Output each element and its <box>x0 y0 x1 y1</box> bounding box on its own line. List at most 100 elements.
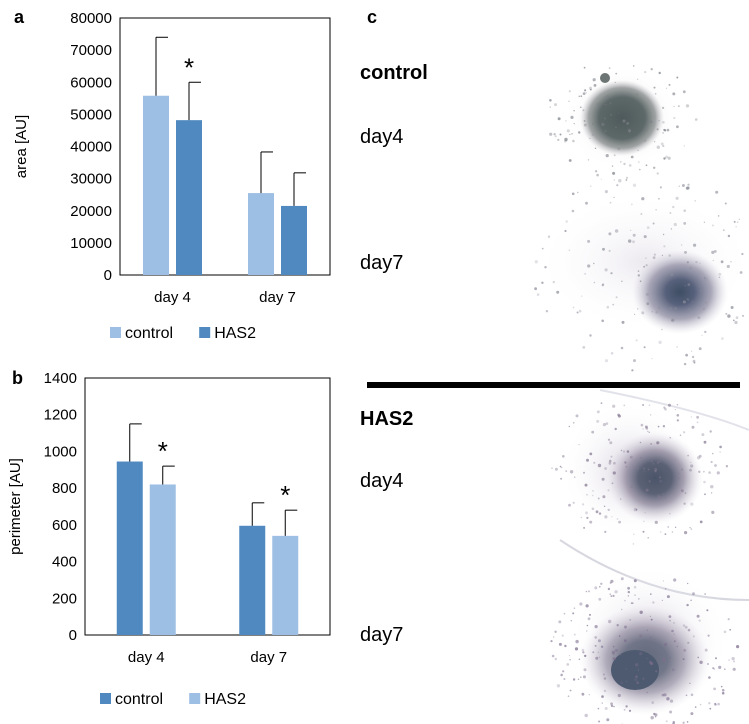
speckle <box>684 492 687 494</box>
speckle <box>635 508 638 511</box>
speckle <box>672 92 676 96</box>
y-tick-label: 0 <box>69 627 77 644</box>
speckle <box>639 441 642 444</box>
speckle <box>704 330 707 334</box>
speckle <box>593 84 597 87</box>
speckle <box>688 308 691 311</box>
speckle <box>620 577 624 581</box>
speckle <box>698 619 701 622</box>
speckle <box>674 526 677 528</box>
group-divider <box>367 382 740 388</box>
speckle <box>564 229 567 233</box>
speckle <box>610 272 613 275</box>
speckle <box>720 685 723 688</box>
speckle <box>689 468 692 472</box>
speckle <box>662 144 665 148</box>
speckle <box>606 718 610 722</box>
speckle <box>571 133 573 135</box>
speckle <box>607 508 610 512</box>
speckle <box>591 430 595 434</box>
speckle <box>614 229 619 233</box>
speckle <box>649 120 653 124</box>
speckle <box>589 452 593 456</box>
speckle <box>613 654 615 656</box>
speckle <box>620 449 623 452</box>
speckle <box>710 460 713 464</box>
speckle <box>607 438 611 441</box>
speckle <box>556 290 560 294</box>
speckle <box>712 667 715 670</box>
speckle <box>671 531 674 533</box>
speckle <box>600 582 603 585</box>
speckle <box>606 305 610 309</box>
speckle <box>582 675 586 679</box>
speckle <box>584 273 586 275</box>
speckle <box>618 520 621 524</box>
speckle <box>735 226 737 228</box>
speckle <box>612 471 616 475</box>
speckle <box>610 455 613 458</box>
speckle <box>601 284 604 287</box>
speckle <box>691 300 693 303</box>
row-label-has2-day7: day7 <box>360 624 404 646</box>
speckle <box>632 233 636 237</box>
speckle <box>718 272 722 276</box>
speckle <box>669 212 672 214</box>
speckle <box>732 667 736 671</box>
speckle <box>708 702 711 705</box>
speckle <box>595 170 598 173</box>
speckle <box>624 599 626 602</box>
speckle <box>671 668 675 672</box>
y-tick-label: 600 <box>52 517 77 534</box>
speckle <box>544 266 547 269</box>
speckle <box>646 129 648 131</box>
speckle <box>694 200 696 202</box>
speckle <box>713 250 717 253</box>
speckle <box>563 678 566 680</box>
speckle <box>584 713 588 718</box>
bar <box>239 525 266 635</box>
speckle <box>571 209 575 213</box>
speckle <box>632 65 635 67</box>
speckle <box>611 650 616 655</box>
speckle <box>708 676 711 679</box>
speckle <box>663 245 666 248</box>
speckle <box>614 81 616 83</box>
speckle <box>637 270 640 272</box>
speckle <box>708 471 711 474</box>
speckle <box>657 494 660 496</box>
speckle <box>624 461 627 464</box>
speckle <box>585 201 588 205</box>
speckle <box>637 274 640 277</box>
speckle <box>582 92 586 95</box>
speckle <box>646 302 650 306</box>
speckle <box>572 612 575 615</box>
y-tick-label: 60000 <box>70 74 112 91</box>
speckle <box>601 319 604 323</box>
speckle <box>683 362 687 366</box>
speckle <box>565 220 568 223</box>
speckle <box>569 689 572 692</box>
speckle <box>560 477 563 480</box>
speckle <box>571 192 575 196</box>
speckle <box>578 309 582 313</box>
speckle <box>653 166 656 169</box>
speckle <box>676 476 680 480</box>
speckle <box>655 208 657 211</box>
speckle <box>674 307 677 310</box>
speckle <box>656 441 660 445</box>
speckle <box>620 654 622 656</box>
speckle <box>689 682 691 684</box>
speckle <box>581 692 585 696</box>
speckle <box>696 415 699 419</box>
speckle <box>685 186 690 190</box>
speckle <box>604 129 607 133</box>
y-tick-label: 10000 <box>70 235 112 252</box>
speckle <box>572 306 575 309</box>
speckle <box>567 695 570 697</box>
speckle <box>607 587 611 591</box>
speckle <box>696 456 701 460</box>
speckle <box>601 122 605 127</box>
speckle <box>669 512 671 515</box>
speckle <box>738 218 740 220</box>
